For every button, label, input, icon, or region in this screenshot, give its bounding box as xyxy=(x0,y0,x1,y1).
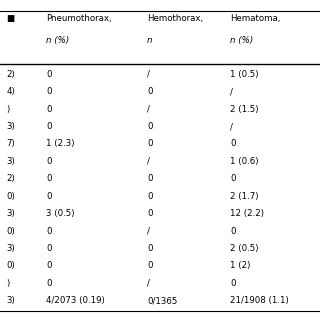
Text: /: / xyxy=(230,122,233,131)
Text: ): ) xyxy=(6,279,10,288)
Text: 4): 4) xyxy=(6,87,15,96)
Text: 0: 0 xyxy=(46,244,52,253)
Text: 2): 2) xyxy=(6,70,15,79)
Text: n (%): n (%) xyxy=(46,36,70,45)
Text: 0: 0 xyxy=(46,70,52,79)
Text: 0: 0 xyxy=(46,279,52,288)
Text: 0: 0 xyxy=(46,122,52,131)
Text: 0: 0 xyxy=(230,140,236,148)
Text: 21/1908 (1.1): 21/1908 (1.1) xyxy=(230,296,289,305)
Text: 2): 2) xyxy=(6,174,15,183)
Text: 1 (2): 1 (2) xyxy=(230,261,251,270)
Text: 0): 0) xyxy=(6,192,15,201)
Text: 2 (1.7): 2 (1.7) xyxy=(230,192,259,201)
Text: /: / xyxy=(147,279,150,288)
Text: 0: 0 xyxy=(147,174,153,183)
Text: 0: 0 xyxy=(46,192,52,201)
Text: 0: 0 xyxy=(147,209,153,218)
Text: /: / xyxy=(230,87,233,96)
Text: 2 (0.5): 2 (0.5) xyxy=(230,244,259,253)
Text: 3): 3) xyxy=(6,122,15,131)
Text: 0: 0 xyxy=(230,279,236,288)
Text: 0): 0) xyxy=(6,227,15,236)
Text: 0: 0 xyxy=(46,227,52,236)
Text: /: / xyxy=(147,105,150,114)
Text: /: / xyxy=(147,157,150,166)
Text: 0: 0 xyxy=(46,87,52,96)
Text: 3): 3) xyxy=(6,244,15,253)
Text: 0: 0 xyxy=(230,174,236,183)
Text: 0: 0 xyxy=(147,87,153,96)
Text: 7): 7) xyxy=(6,140,15,148)
Text: 0: 0 xyxy=(230,227,236,236)
Text: ■: ■ xyxy=(6,14,14,23)
Text: 0: 0 xyxy=(147,140,153,148)
Text: 0: 0 xyxy=(147,122,153,131)
Text: 3): 3) xyxy=(6,296,15,305)
Text: Pneumothorax,: Pneumothorax, xyxy=(46,14,112,23)
Text: 12 (2.2): 12 (2.2) xyxy=(230,209,264,218)
Text: n: n xyxy=(147,36,153,45)
Text: 1 (0.5): 1 (0.5) xyxy=(230,70,259,79)
Text: 0: 0 xyxy=(46,157,52,166)
Text: 0: 0 xyxy=(147,261,153,270)
Text: 0): 0) xyxy=(6,261,15,270)
Text: 0: 0 xyxy=(147,192,153,201)
Text: 2 (1.5): 2 (1.5) xyxy=(230,105,259,114)
Text: Hematoma,: Hematoma, xyxy=(230,14,281,23)
Text: 1 (2.3): 1 (2.3) xyxy=(46,140,75,148)
Text: 0/1365: 0/1365 xyxy=(147,296,178,305)
Text: ): ) xyxy=(6,105,10,114)
Text: 3 (0.5): 3 (0.5) xyxy=(46,209,75,218)
Text: Hemothorax,: Hemothorax, xyxy=(147,14,203,23)
Text: /: / xyxy=(147,227,150,236)
Text: 1 (0.6): 1 (0.6) xyxy=(230,157,259,166)
Text: n (%): n (%) xyxy=(230,36,254,45)
Text: 3): 3) xyxy=(6,209,15,218)
Text: 0: 0 xyxy=(147,244,153,253)
Text: /: / xyxy=(147,70,150,79)
Text: 0: 0 xyxy=(46,174,52,183)
Text: 3): 3) xyxy=(6,157,15,166)
Text: 0: 0 xyxy=(46,105,52,114)
Text: 4/2073 (0.19): 4/2073 (0.19) xyxy=(46,296,105,305)
Text: 0: 0 xyxy=(46,261,52,270)
